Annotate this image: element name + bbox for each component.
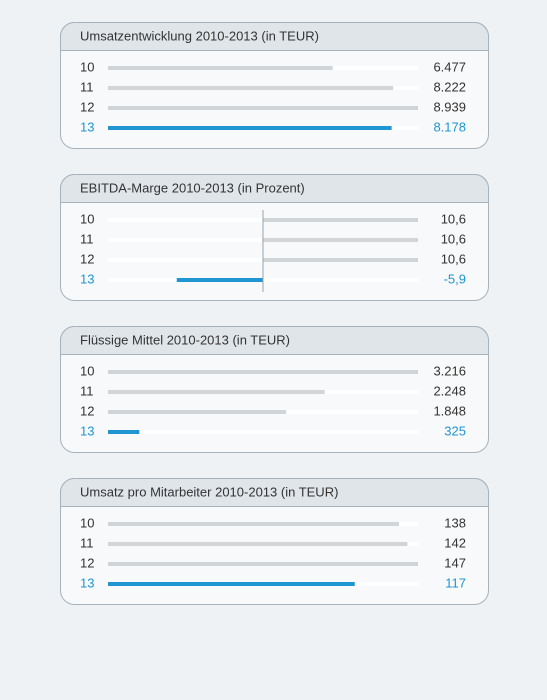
category-label: 12 xyxy=(80,403,94,418)
panel-header xyxy=(60,326,489,355)
bar xyxy=(108,542,408,546)
bar xyxy=(108,66,333,70)
bar xyxy=(108,390,325,394)
value-label: 10,6 xyxy=(441,211,466,226)
value-label: 10,6 xyxy=(441,251,466,266)
category-label: 10 xyxy=(80,211,94,226)
category-label: 10 xyxy=(80,59,94,74)
panel-header xyxy=(60,22,489,51)
bar xyxy=(108,86,394,90)
value-label: 6.477 xyxy=(433,59,466,74)
category-label: 10 xyxy=(80,363,94,378)
value-label: 10,6 xyxy=(441,231,466,246)
value-label: 2.248 xyxy=(433,383,466,398)
bar-track xyxy=(108,430,418,434)
category-label: 12 xyxy=(80,251,94,266)
bar xyxy=(263,258,418,262)
value-label: 8.222 xyxy=(433,79,466,94)
bar xyxy=(108,126,392,130)
value-label: -5,9 xyxy=(444,271,466,286)
bar xyxy=(176,278,263,282)
value-label: 8.939 xyxy=(433,99,466,114)
category-label: 12 xyxy=(80,99,94,114)
category-label: 12 xyxy=(80,555,94,570)
category-label: 11 xyxy=(80,535,94,550)
category-label: 11 xyxy=(80,231,94,246)
panel-title: Umsatz pro Mitarbeiter 2010-2013 (in TEU… xyxy=(80,484,338,499)
bar xyxy=(263,238,418,242)
bar xyxy=(108,410,287,414)
bar xyxy=(108,370,418,374)
bar xyxy=(263,218,418,222)
panel-header xyxy=(60,478,489,507)
panel-header xyxy=(60,174,489,203)
panel-title: Flüssige Mittel 2010-2013 (in TEUR) xyxy=(80,332,290,347)
value-label: 8.178 xyxy=(433,119,466,134)
category-label: 11 xyxy=(80,79,94,94)
category-label: 13 xyxy=(80,271,94,286)
category-label: 13 xyxy=(80,423,94,438)
category-label: 10 xyxy=(80,515,94,530)
panel-title: EBITDA-Marge 2010-2013 (in Prozent) xyxy=(80,180,305,195)
bar xyxy=(108,562,418,566)
value-label: 147 xyxy=(444,555,466,570)
category-label: 11 xyxy=(80,383,94,398)
bar xyxy=(108,106,418,110)
value-label: 1.848 xyxy=(433,403,466,418)
category-label: 13 xyxy=(80,575,94,590)
category-label: 13 xyxy=(80,119,94,134)
bar xyxy=(108,430,140,434)
bar xyxy=(108,582,355,586)
value-label: 142 xyxy=(444,535,466,550)
bar xyxy=(108,522,400,526)
value-label: 138 xyxy=(444,515,466,530)
value-label: 3.216 xyxy=(433,363,466,378)
value-label: 325 xyxy=(444,423,466,438)
panel-title: Umsatzentwicklung 2010-2013 (in TEUR) xyxy=(80,28,319,43)
value-label: 117 xyxy=(445,575,466,590)
